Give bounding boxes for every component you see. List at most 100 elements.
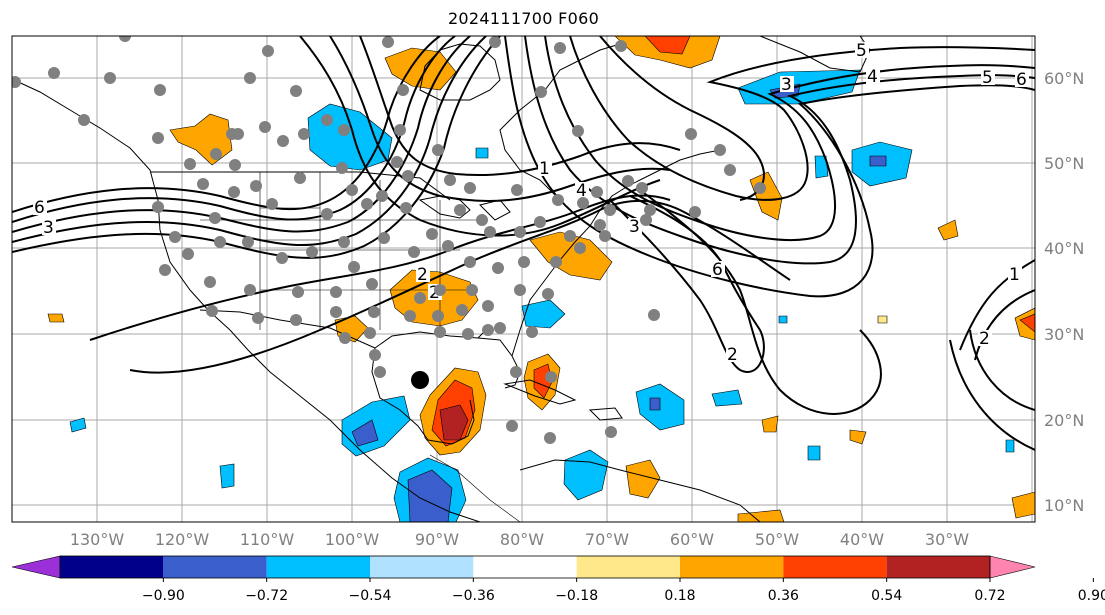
station-dot xyxy=(209,212,221,224)
station-dot xyxy=(577,197,589,209)
map-frame xyxy=(11,35,1036,523)
us-canada-border xyxy=(150,171,451,201)
contour-label: 3 xyxy=(781,75,792,95)
canada-coast xyxy=(499,43,721,201)
longitude-label: 70°W xyxy=(585,530,629,549)
positive-anomaly xyxy=(877,315,888,324)
station-dot xyxy=(636,182,648,194)
station-dot xyxy=(408,246,420,258)
colorbar-tick-label: −0.90 xyxy=(142,588,185,604)
contour xyxy=(544,36,1035,241)
station-dot xyxy=(545,371,557,383)
station-dot xyxy=(622,175,634,187)
station-dot xyxy=(336,162,348,174)
station-dot xyxy=(104,72,116,84)
negative-anomaly xyxy=(869,155,887,167)
station-dot xyxy=(242,236,254,248)
longitude-label: 90°W xyxy=(415,530,459,549)
longitude-label: 100°W xyxy=(325,530,380,549)
station-dot xyxy=(321,208,333,220)
station-dot xyxy=(330,286,342,298)
station-dot xyxy=(244,72,256,84)
contour xyxy=(969,329,1035,411)
contour xyxy=(524,36,1035,265)
station-dot xyxy=(184,158,196,170)
colorbar-tick-label: 0.72 xyxy=(974,588,1005,604)
longitude-label: 120°W xyxy=(155,530,210,549)
contour-label: 2 xyxy=(727,345,738,365)
station-dot xyxy=(482,324,494,336)
station-dot xyxy=(506,420,518,432)
longitude-label: 40°W xyxy=(840,530,884,549)
station-dot xyxy=(159,264,171,276)
station-dot xyxy=(454,204,466,216)
station-dot xyxy=(266,198,278,210)
station-dot xyxy=(442,240,454,252)
negative-anomaly xyxy=(351,419,379,447)
station-dot xyxy=(154,84,166,96)
station-dot xyxy=(754,182,766,194)
station-dot xyxy=(534,216,546,228)
station-dot xyxy=(518,256,530,268)
longitude-label: 50°W xyxy=(755,530,799,549)
station-dot xyxy=(306,246,318,258)
station-dot xyxy=(714,144,726,156)
station-dot xyxy=(229,159,241,171)
latitude-label: 60°N xyxy=(1044,69,1084,88)
storm-center-marker xyxy=(411,371,429,389)
map-title: 2024111700 F060 xyxy=(447,9,600,28)
colorbar-segment xyxy=(163,556,267,578)
station-dot xyxy=(152,132,164,144)
latitude-labels: 60°N 50°N 40°N 30°N 20°N 10°N xyxy=(1044,69,1084,515)
colorbar-extend-high xyxy=(989,555,1036,579)
station-dot xyxy=(484,226,496,238)
station-dot xyxy=(511,184,523,196)
longitude-label: 60°W xyxy=(670,530,714,549)
positive-anomaly xyxy=(761,415,779,433)
colorbar-segment xyxy=(60,556,164,578)
latitude-label: 20°N xyxy=(1044,411,1084,430)
colorbar-segment xyxy=(783,556,887,578)
negative-anomaly xyxy=(563,449,609,501)
contour-label: 6 xyxy=(34,198,45,218)
station-dot xyxy=(262,45,274,57)
station-dot xyxy=(648,309,660,321)
contour xyxy=(89,194,671,341)
station-dot xyxy=(348,261,360,273)
latitude-label: 40°N xyxy=(1044,239,1084,258)
station-dot xyxy=(552,194,564,206)
station-dot xyxy=(464,182,476,194)
contour xyxy=(504,36,1035,298)
station-dot xyxy=(290,314,302,326)
station-dot xyxy=(572,125,584,137)
colorbar-segment xyxy=(886,556,990,578)
positive-anomaly xyxy=(937,219,959,241)
colorbar-tick-label: 0.54 xyxy=(871,588,902,604)
station-dot xyxy=(290,85,302,97)
longitude-label: 130°W xyxy=(70,530,125,549)
contour-label: 6 xyxy=(1016,70,1027,90)
station-dot xyxy=(232,128,244,140)
station-dot xyxy=(382,36,394,48)
negative-anomaly xyxy=(1005,439,1015,453)
station-dot xyxy=(210,148,222,160)
station-dot xyxy=(206,305,218,317)
colorbar-tick-label: −0.72 xyxy=(245,588,288,604)
contour xyxy=(599,36,765,201)
longitude-labels: 130°W 120°W 110°W 100°W 90°W 80°W 70°W 60°W 50°W… xyxy=(70,530,969,549)
station-dot xyxy=(414,292,426,304)
station-dot xyxy=(152,201,164,213)
station-dot xyxy=(48,67,60,79)
station-dot xyxy=(368,306,380,318)
station-dot xyxy=(489,36,501,48)
us-east-coast xyxy=(511,179,641,357)
negative-anomaly xyxy=(69,417,87,433)
station-dot xyxy=(292,286,304,298)
negative-anomaly xyxy=(814,155,829,179)
colorbar-extend-low xyxy=(11,555,61,579)
contour-label: 1 xyxy=(539,159,550,179)
station-dot xyxy=(369,349,381,361)
contour-label: 3 xyxy=(629,217,640,237)
station-dot xyxy=(78,114,90,126)
contour-label: 4 xyxy=(576,181,587,201)
